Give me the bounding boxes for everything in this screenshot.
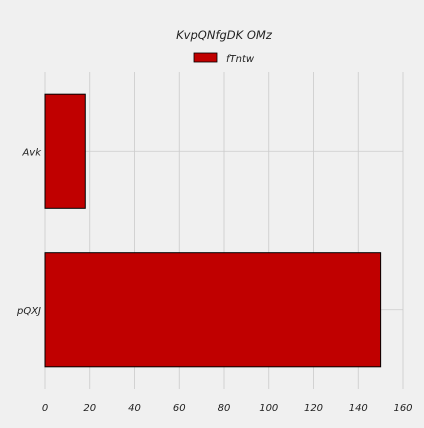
- x-tick-label: 80: [218, 403, 231, 414]
- x-tick-label: 40: [128, 403, 141, 414]
- x-tick-label: 160: [393, 403, 412, 414]
- legend-label: fTntw: [226, 54, 255, 65]
- legend-swatch: [193, 52, 218, 63]
- legend: fTntw: [193, 52, 255, 65]
- y-tick-label: pQXJ: [16, 306, 41, 317]
- x-tick-label: 100: [259, 403, 278, 414]
- x-tick-label: 140: [349, 403, 368, 414]
- chart-title: KvpQNfgDK OMz: [176, 28, 273, 42]
- tick-labels: 0 20 40 60 80 100 120 140 160 Avk pQXJ: [16, 147, 413, 414]
- x-tick-label: 120: [304, 403, 323, 414]
- x-tick-label: 20: [83, 403, 96, 414]
- y-tick-label: Avk: [21, 147, 42, 158]
- bar: [44, 252, 382, 368]
- bar: [44, 93, 86, 209]
- x-tick-label: 0: [42, 403, 48, 414]
- x-tick-label: 60: [173, 403, 186, 414]
- bars: [44, 93, 382, 368]
